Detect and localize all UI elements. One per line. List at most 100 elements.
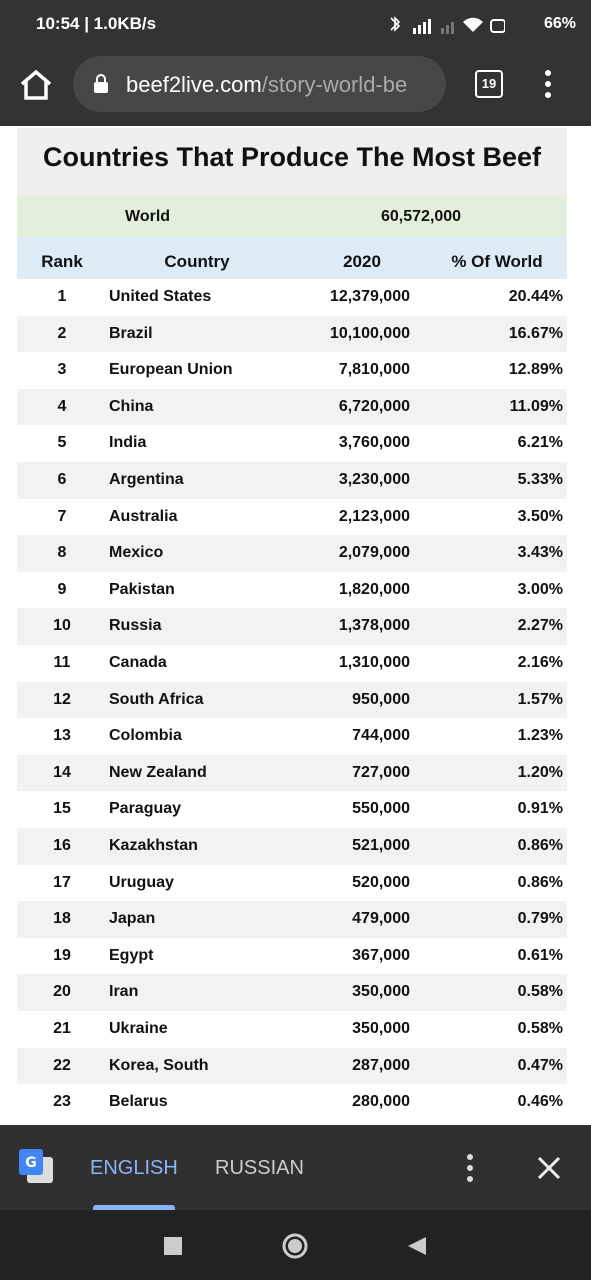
table-cell: 3 [57,361,67,379]
column-header: Rank [41,252,83,271]
table-row: 12 South Africa 950,000 1.57% [17,681,567,719]
table-cell: Belarus [109,1093,168,1111]
table-cell: 744,000 [352,727,410,745]
nav-buttons[interactable] [160,1232,440,1262]
table-cell: Russia [109,617,162,635]
table-cell: Kazakhstan [109,837,198,854]
table-row: 4 China 6,720,000 11.09% [17,388,567,426]
table-cell: 1.57% [517,690,563,708]
table-cell: 16.67% [508,324,563,342]
page-content: Countries That Produce The Most Beef Wor… [0,126,591,1125]
table-cell: 3.50% [517,507,563,525]
table-cell: 0.86% [517,873,563,891]
table-cell: Canada [109,654,167,671]
table-title: Countries That Produce The Most Beef [17,128,567,196]
table-cell: Japan [109,910,156,928]
table-cell: 5 [57,434,67,452]
table-cell: 350,000 [352,983,410,1001]
table-cell: 521,000 [352,837,410,854]
column-header: % Of World [451,252,543,271]
table-cell: 3.00% [517,580,563,598]
svg-text:G: G [25,1155,37,1171]
tab-switcher[interactable]: 19 [475,70,503,98]
table-cell: 1.23% [517,727,563,745]
translate-icon: G [19,1149,53,1183]
translate-bar: G ENGLISH RUSSIAN [0,1125,591,1210]
table-cell: 13 [53,727,71,745]
table-row: 20 Iran 350,000 0.58% [17,974,567,1011]
table-cell: Mexico [109,544,164,562]
lock-icon [94,74,108,93]
column-header: Country [164,252,230,271]
table-cell: Pakistan [109,580,175,598]
home-button[interactable] [18,68,54,102]
table-row: 2 Brazil 10,100,000 16.67% [17,315,567,353]
translate-menu[interactable] [462,1153,478,1183]
table-row: 16 Kazakhstan 521,000 0.86% [17,828,567,865]
table-cell: India [109,434,147,452]
table-row: 15 Paraguay 550,000 0.91% [17,791,567,828]
table-cell: 0.47% [517,1056,563,1074]
table-cell: 19 [53,946,71,964]
header-row: Rank Country 2020 % Of World [17,237,567,279]
table-cell: 0.79% [517,910,563,928]
table-cell: 1 [57,288,67,305]
table-row: 7 Australia 2,123,000 3.50% [17,498,567,536]
world-value: 60,572,000 [381,208,462,225]
table-cell: 2.16% [517,654,563,671]
table-cell: 350,000 [352,1020,410,1037]
table-cell: 21 [53,1020,71,1037]
table-row: 14 New Zealand 727,000 1.20% [17,754,567,792]
table-cell: China [109,397,154,415]
table-row: 22 Korea, South 287,000 0.47% [17,1047,567,1085]
url-bar[interactable]: beef2live.com/story-world-be [73,56,446,112]
table-cell: 2 [57,324,67,342]
table-cell: 9 [57,580,67,598]
target-language[interactable]: RUSSIAN [215,1157,304,1179]
table-row: 18 Japan 479,000 0.79% [17,901,567,938]
table-cell: 550,000 [352,800,410,818]
table-cell: 287,000 [352,1056,410,1074]
table-cell: 2,123,000 [338,507,410,525]
table-cell: 0.46% [517,1093,563,1111]
table-cell: 0.58% [517,983,563,1001]
url-domain: beef2live.com [126,72,262,97]
table-cell: 5.33% [517,471,563,488]
table-cell: 1,378,000 [338,617,410,635]
source-language[interactable]: ENGLISH [90,1157,178,1179]
table-cell: 6 [57,471,67,488]
table-row: 5 India 3,760,000 6.21% [17,425,567,462]
table-cell: Paraguay [109,800,182,818]
table-cell: 3.43% [517,544,563,562]
top-bar: 10:54 | 1.0KB/s 66% beef2live.com/story-… [0,0,591,126]
table-row: 9 Pakistan 1,820,000 3.00% [17,571,567,609]
table-cell: 11.09% [509,397,563,415]
table-cell: 12,379,000 [329,288,410,305]
table-row: 10 Russia 1,378,000 2.27% [17,608,567,645]
table-cell: 1.20% [517,763,563,781]
table-cell: 520,000 [352,873,410,891]
world-label: World [125,208,171,225]
nav-bar [0,1210,591,1280]
table-cell: 2,079,000 [338,544,410,562]
table-cell: 0.58% [517,1020,563,1037]
menu-button[interactable] [540,68,556,100]
table-row: 23 Belarus 280,000 0.46% [17,1084,567,1121]
column-header: 2020 [343,252,381,271]
table-cell: 2.27% [517,617,563,635]
table-cell: 23 [53,1093,71,1111]
table-cell: 3,230,000 [338,471,410,488]
table-cell: 20.44% [508,288,563,305]
table-cell: 7 [57,507,67,525]
table-row: 8 Mexico 2,079,000 3.43% [17,535,567,572]
world-row: World 60,572,000 [17,196,567,237]
table-cell: 7,810,000 [338,361,410,379]
selected-indicator [93,1205,175,1210]
table-cell: South Africa [109,690,204,708]
table-cell: Australia [109,507,178,525]
close-button[interactable] [537,1156,561,1180]
table-cell: 8 [57,544,67,562]
table-row: 6 Argentina 3,230,000 5.33% [17,462,567,499]
url-path: /story-world-be [261,72,408,97]
